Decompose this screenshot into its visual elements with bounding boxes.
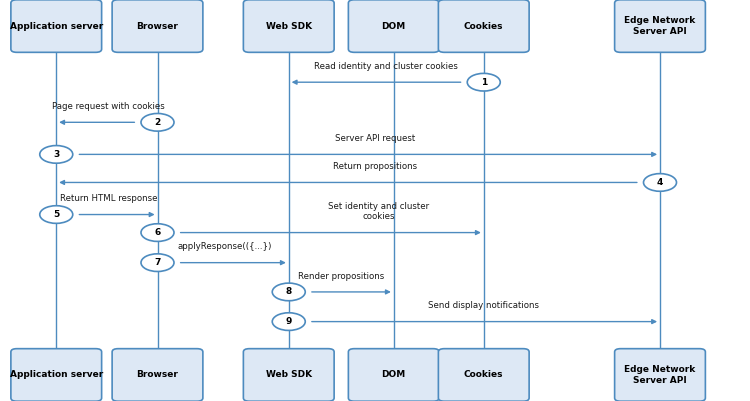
Circle shape bbox=[40, 146, 73, 163]
Text: 1: 1 bbox=[481, 78, 487, 87]
Text: Return HTML response: Return HTML response bbox=[60, 194, 158, 203]
Circle shape bbox=[40, 206, 73, 223]
FancyBboxPatch shape bbox=[112, 0, 202, 52]
FancyBboxPatch shape bbox=[615, 0, 705, 52]
Text: Application server: Application server bbox=[10, 22, 103, 30]
Circle shape bbox=[467, 73, 500, 91]
FancyBboxPatch shape bbox=[438, 0, 530, 52]
Text: 5: 5 bbox=[53, 210, 59, 219]
Text: Edge Network
Server API: Edge Network Server API bbox=[624, 16, 696, 36]
FancyBboxPatch shape bbox=[243, 348, 334, 401]
Text: Cookies: Cookies bbox=[464, 22, 503, 30]
Text: DOM: DOM bbox=[382, 371, 406, 379]
Text: 3: 3 bbox=[53, 150, 59, 159]
FancyBboxPatch shape bbox=[438, 348, 530, 401]
Text: applyResponse(({...}): applyResponse(({...}) bbox=[178, 243, 272, 251]
Text: Application server: Application server bbox=[10, 371, 103, 379]
Text: Read identity and cluster cookies: Read identity and cluster cookies bbox=[314, 62, 458, 71]
Circle shape bbox=[141, 254, 174, 271]
Text: DOM: DOM bbox=[382, 22, 406, 30]
Text: Web SDK: Web SDK bbox=[266, 371, 312, 379]
Text: Cookies: Cookies bbox=[464, 371, 503, 379]
FancyBboxPatch shape bbox=[348, 348, 439, 401]
Text: Browser: Browser bbox=[136, 371, 178, 379]
Circle shape bbox=[141, 113, 174, 131]
FancyBboxPatch shape bbox=[10, 0, 102, 52]
Text: Browser: Browser bbox=[136, 22, 178, 30]
Circle shape bbox=[272, 313, 305, 330]
Text: Page request with cookies: Page request with cookies bbox=[53, 102, 165, 111]
Text: Set identity and cluster
cookies: Set identity and cluster cookies bbox=[328, 202, 429, 221]
Text: 6: 6 bbox=[154, 228, 160, 237]
Text: 8: 8 bbox=[286, 288, 292, 296]
Circle shape bbox=[644, 174, 676, 191]
FancyBboxPatch shape bbox=[348, 0, 439, 52]
Text: Return propositions: Return propositions bbox=[333, 162, 417, 171]
Circle shape bbox=[141, 224, 174, 241]
Text: Web SDK: Web SDK bbox=[266, 22, 312, 30]
Text: Render propositions: Render propositions bbox=[298, 272, 384, 281]
Text: 4: 4 bbox=[657, 178, 663, 187]
FancyBboxPatch shape bbox=[112, 348, 202, 401]
Text: Edge Network
Server API: Edge Network Server API bbox=[624, 365, 696, 385]
FancyBboxPatch shape bbox=[615, 348, 705, 401]
Text: Send display notifications: Send display notifications bbox=[428, 302, 539, 310]
Circle shape bbox=[272, 283, 305, 301]
Text: Server API request: Server API request bbox=[334, 134, 416, 143]
FancyBboxPatch shape bbox=[243, 0, 334, 52]
Text: 7: 7 bbox=[154, 258, 160, 267]
FancyBboxPatch shape bbox=[10, 348, 102, 401]
Text: 2: 2 bbox=[154, 118, 160, 127]
Text: 9: 9 bbox=[286, 317, 292, 326]
